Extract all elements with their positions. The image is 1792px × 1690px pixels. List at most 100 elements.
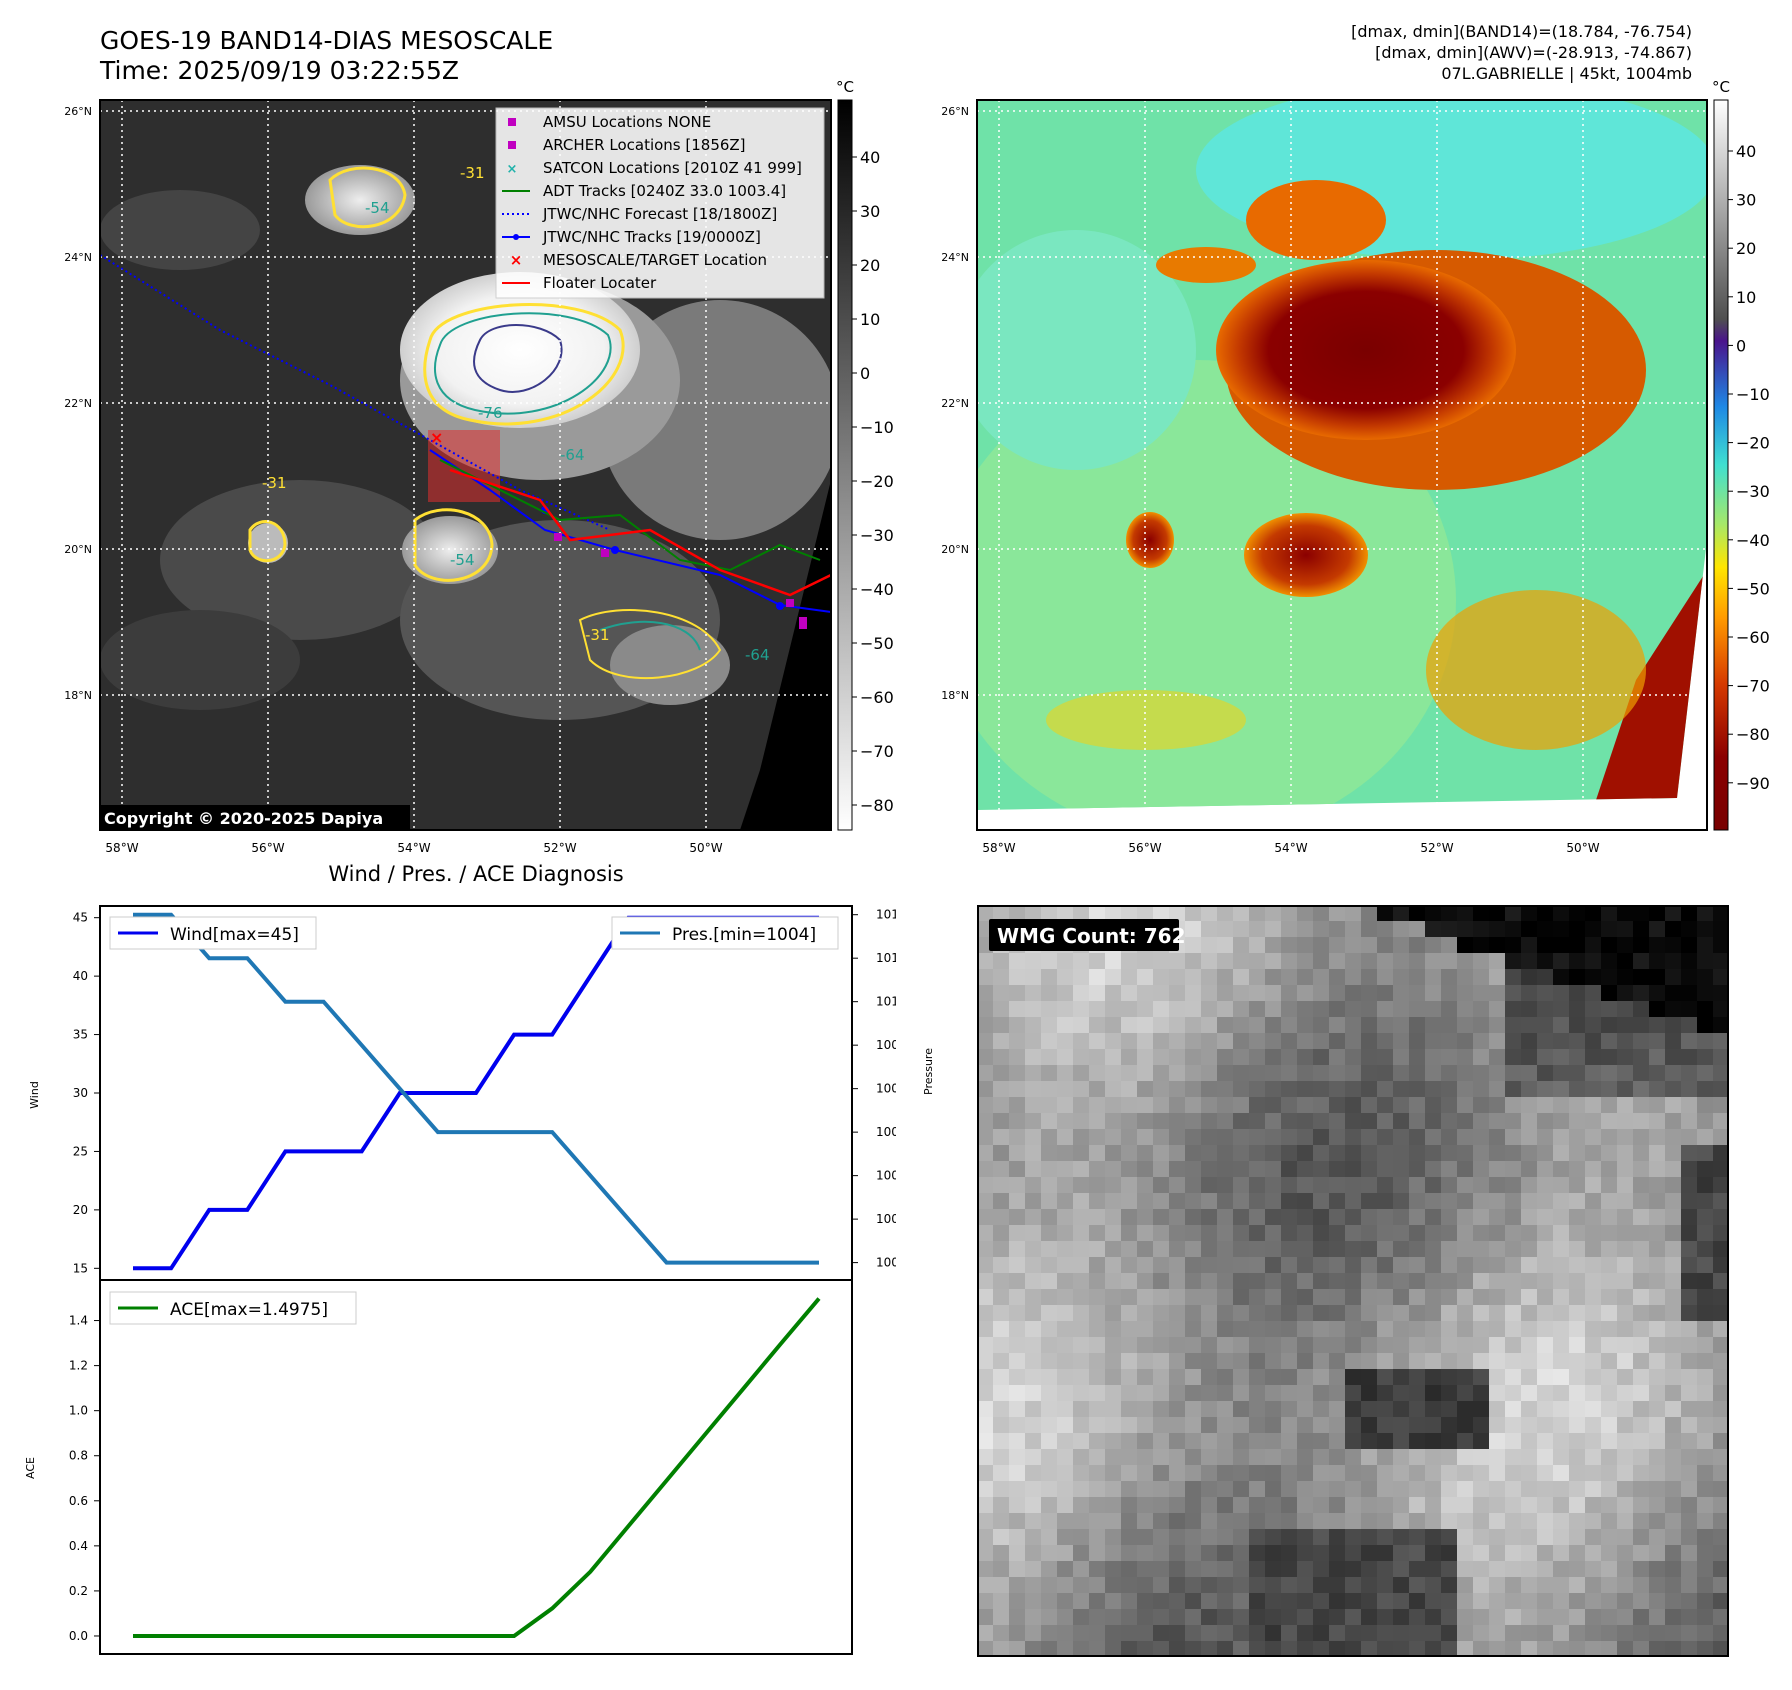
colorbar-tick: −50 <box>860 634 894 653</box>
colorbar-tick: 30 <box>1736 191 1756 210</box>
legend-entry: JTWC/NHC Tracks [19/0000Z] <box>542 228 761 246</box>
ace-chart: 0.0 0.2 0.4 0.6 0.8 1.0 1.2 1.4 ACE ACE[max=1.4… <box>24 1280 853 1655</box>
colorbar-tick: −10 <box>860 418 894 437</box>
contour-label: -54 <box>450 551 475 569</box>
colorbar-tick: −70 <box>1736 677 1770 696</box>
y-tick-label: 40 <box>73 969 88 983</box>
ace-legend: ACE[max=1.4975] <box>109 1291 357 1325</box>
colorbar-tick: −40 <box>1736 531 1770 550</box>
lon-tick-label: 52°W <box>1420 841 1453 855</box>
colorbar-tick: 30 <box>860 202 880 221</box>
colorbar-tick: −80 <box>1736 725 1770 744</box>
diagnosis-title: Wind / Pres. / ACE Diagnosis <box>328 862 624 886</box>
info-line-band14: [dmax, dmin](BAND14)=(18.784, -76.754) <box>1351 22 1692 41</box>
pressure-legend-label: Pres.[min=1004] <box>672 925 816 945</box>
y2-tick-label: 1005 <box>876 1212 896 1226</box>
lat-tick-label: 26°N <box>941 105 969 118</box>
y-tick-label: 0.2 <box>69 1584 88 1598</box>
lat-tick-label: 24°N <box>941 251 969 264</box>
ace-axis-label: ACE <box>24 1457 37 1479</box>
ir-color-map: 26°N 24°N 22°N 20°N 18°N 58°W 56°W 54°W 52°W 50°… <box>941 78 1770 855</box>
wind-legend: Wind[max=45] <box>109 916 317 950</box>
lat-tick-label: 18°N <box>941 689 969 702</box>
legend: AMSU Locations NONE ARCHER Locations [185… <box>495 107 825 299</box>
y-tick-label: 20 <box>73 1203 88 1217</box>
colorbar-tick: −70 <box>860 742 894 761</box>
y2-tick-label: 1004 <box>876 1256 896 1270</box>
y-tick-label: 45 <box>73 911 88 925</box>
series-line <box>133 1297 821 1638</box>
lon-tick-label: 50°W <box>689 841 722 855</box>
ace-legend-label: ACE[max=1.4975] <box>170 1300 328 1320</box>
lat-tick-label: 22°N <box>941 397 969 410</box>
figure-time: Time: 2025/09/19 03:22:55Z <box>100 56 459 85</box>
info-line-storm: 07L.GABRIELLE | 45kt, 1004mb <box>1441 64 1692 83</box>
colorbar-tick: 40 <box>860 148 880 167</box>
wind-legend-label: Wind[max=45] <box>170 925 299 945</box>
lon-tick-label: 56°W <box>251 841 284 855</box>
colorbar-unit: °C <box>1712 78 1730 96</box>
lat-tick-label: 20°N <box>941 543 969 556</box>
colorbar-unit: °C <box>836 78 854 96</box>
colorbar-tick: 20 <box>1736 239 1756 258</box>
lon-tick-label: 54°W <box>397 841 430 855</box>
y-tick-label: 1.0 <box>69 1404 88 1418</box>
colorbar-tick: 10 <box>860 310 880 329</box>
lat-tick-label: 24°N <box>64 251 92 264</box>
colorbar-tick: 40 <box>1736 142 1756 161</box>
colorbar-tick: −20 <box>1736 434 1770 453</box>
colorbar-tick: 0 <box>860 364 870 383</box>
colorbar-tick: −90 <box>1736 774 1770 793</box>
lon-tick-label: 58°W <box>105 841 138 855</box>
y-tick-label: 0.6 <box>69 1494 88 1508</box>
colorbar-tick: −30 <box>1736 482 1770 501</box>
y-tick-label: 25 <box>73 1144 88 1158</box>
legend-entry: AMSU Locations NONE <box>543 113 711 131</box>
lon-tick-label: 56°W <box>1128 841 1161 855</box>
wmg-image: WMG Count: 762 <box>977 905 1729 1657</box>
legend-entry: MESOSCALE/TARGET Location <box>543 251 767 269</box>
colorbar-tick: −60 <box>1736 628 1770 647</box>
y-tick-label: 30 <box>73 1086 88 1100</box>
legend-entry: ARCHER Locations [1856Z] <box>543 136 746 154</box>
figure-title: GOES-19 BAND14-DIAS MESOSCALE <box>100 26 554 55</box>
info-line-awv: [dmax, dmin](AWV)=(-28.913, -74.867) <box>1375 43 1692 62</box>
target-marker: × <box>430 428 443 447</box>
y-tick-label: 0.8 <box>69 1449 88 1463</box>
wind-pressure-chart: 15 20 25 30 35 40 45 1004 1005 1006 1007 1008 1009 10… <box>28 905 896 1280</box>
wind-axis-label: Wind <box>28 1081 41 1109</box>
svg-text:×: × <box>507 162 518 177</box>
legend-entry: JTWC/NHC Forecast [18/1800Z] <box>542 205 777 223</box>
y-tick-label: 15 <box>73 1261 88 1275</box>
colorbar-tick: −30 <box>860 526 894 545</box>
y2-tick-label: 1007 <box>876 1125 896 1139</box>
colorbar-tick: −40 <box>860 580 894 599</box>
legend-entry: ADT Tracks [0240Z 33.0 1003.4] <box>543 182 786 200</box>
contour-label: -31 <box>460 164 485 182</box>
legend-entry: SATCON Locations [2010Z 41 999] <box>543 159 802 177</box>
y2-tick-label: 1008 <box>876 1082 896 1096</box>
colorbar-tick: −20 <box>860 472 894 491</box>
y-tick-label: 1.4 <box>69 1314 88 1328</box>
lat-tick-label: 20°N <box>64 543 92 556</box>
contour-label: -76 <box>478 404 503 422</box>
pressure-legend: Pres.[min=1004] <box>611 916 839 950</box>
y-tick-label: 1.2 <box>69 1359 88 1373</box>
y-tick-label: 0.0 <box>69 1629 88 1643</box>
y-tick-label: 0.4 <box>69 1539 88 1553</box>
y-tick-label: 35 <box>73 1028 88 1042</box>
lat-tick-label: 18°N <box>64 689 92 702</box>
y2-tick-label: 1012 <box>876 908 896 922</box>
lon-tick-label: 54°W <box>1274 841 1307 855</box>
colorbar-tick: −50 <box>1736 579 1770 598</box>
legend-entry: Floater Locater <box>543 274 657 292</box>
contour-label: -31 <box>262 474 287 492</box>
lon-tick-label: 52°W <box>543 841 576 855</box>
lat-tick-label: 26°N <box>64 105 92 118</box>
ir-grayscale-map: × -54 -76 -64 -54 -64 -31 -31 -31 Copyri… <box>64 78 894 855</box>
contour-label: -31 <box>585 626 610 644</box>
lat-tick-label: 22°N <box>64 397 92 410</box>
series-line <box>133 912 819 1265</box>
contour-label: -54 <box>365 199 390 217</box>
